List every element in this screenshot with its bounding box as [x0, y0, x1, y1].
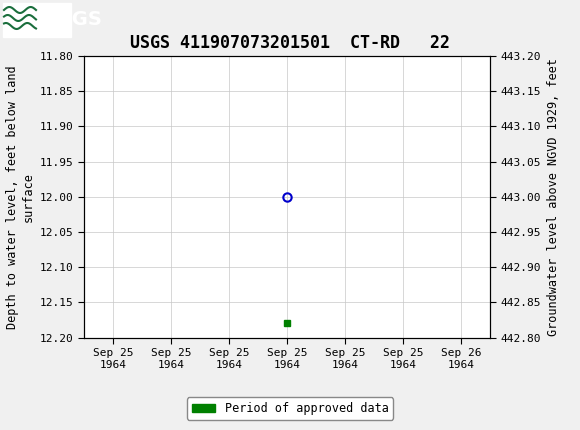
Y-axis label: Depth to water level, feet below land
surface: Depth to water level, feet below land su…	[6, 65, 34, 329]
Legend: Period of approved data: Period of approved data	[187, 397, 393, 420]
Text: USGS 411907073201501  CT-RD   22: USGS 411907073201501 CT-RD 22	[130, 34, 450, 52]
Y-axis label: Groundwater level above NGVD 1929, feet: Groundwater level above NGVD 1929, feet	[546, 58, 560, 336]
Text: USGS: USGS	[42, 10, 102, 30]
FancyBboxPatch shape	[3, 3, 71, 37]
